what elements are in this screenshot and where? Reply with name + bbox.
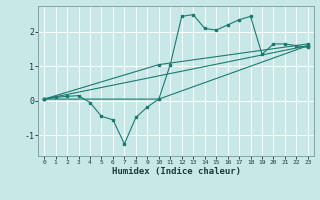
X-axis label: Humidex (Indice chaleur): Humidex (Indice chaleur) bbox=[111, 167, 241, 176]
